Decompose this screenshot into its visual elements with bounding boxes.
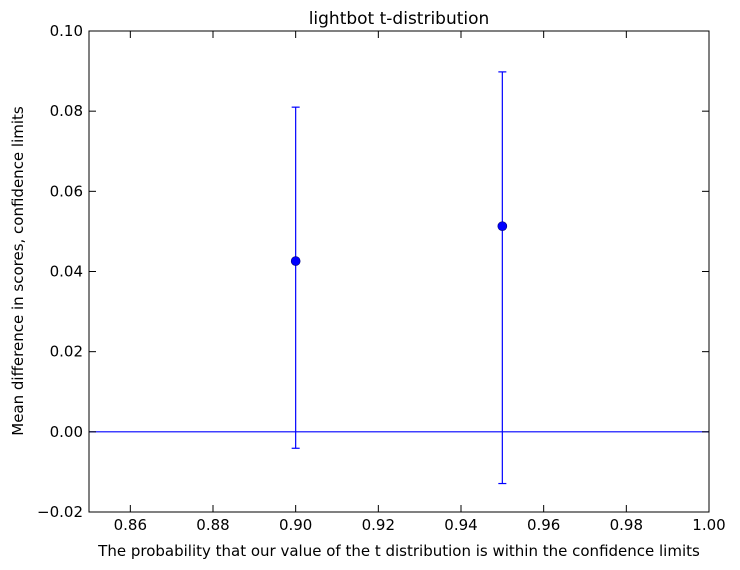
chart-title: lightbot t-distribution xyxy=(309,9,490,29)
x-tick-label: 0.90 xyxy=(279,516,312,534)
x-tick-label: 0.86 xyxy=(114,516,147,534)
x-tick-label: 0.92 xyxy=(362,516,395,534)
y-axis-label: Mean difference in scores, confidence li… xyxy=(9,106,27,436)
data-point xyxy=(497,221,508,232)
data-layer xyxy=(89,71,709,485)
y-tick-label: 0.00 xyxy=(50,423,83,441)
y-tick-label: 0.02 xyxy=(50,343,83,361)
y-tick-label: 0.04 xyxy=(50,263,83,281)
data-point xyxy=(290,256,301,266)
plot-frame xyxy=(88,30,710,513)
x-tick-label: 1.00 xyxy=(692,516,725,534)
x-tick-label: 0.96 xyxy=(527,516,560,534)
y-tick-label: 0.08 xyxy=(50,102,83,120)
x-tick-label: 0.94 xyxy=(444,516,477,534)
x-tick-label: 0.98 xyxy=(610,516,643,534)
x-axis-label: The probability that our value of the t … xyxy=(97,542,700,560)
y-tick-label: 0.10 xyxy=(50,22,83,40)
plot-background xyxy=(89,31,709,512)
tick-layer: 0.86 0.88 0.90 0.92 0.94 0.96 0.98 1.00 −0.02 0.0… xyxy=(37,22,726,534)
x-tick-label: 0.88 xyxy=(196,516,229,534)
y-tick-label: 0.06 xyxy=(50,182,83,200)
y-tick-label: −0.02 xyxy=(37,503,83,521)
